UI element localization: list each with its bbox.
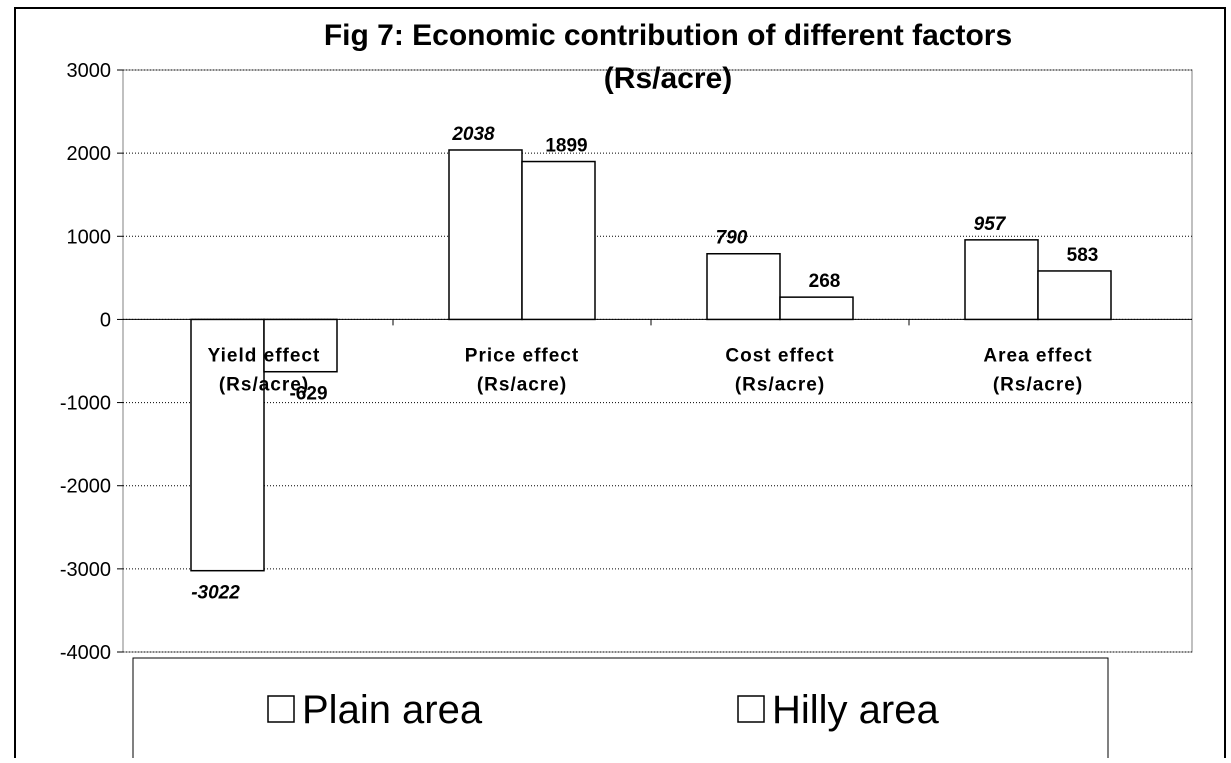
bar (1037, 270, 1112, 321)
y-tick-label: -1000 (60, 393, 111, 415)
bar (964, 239, 1039, 321)
x-tick-label: Cost effect (Rs/acre) (725, 345, 834, 395)
y-tick-label: -2000 (60, 476, 111, 498)
data-label: 2038 (451, 124, 495, 145)
data-label: 1899 (545, 136, 587, 157)
y-tick-label: -4000 (60, 642, 111, 664)
bar (190, 318, 265, 572)
y-tick-label: -3000 (60, 559, 111, 581)
bar (263, 318, 338, 373)
legend-box (132, 657, 1109, 763)
x-tick-label: Yield effect (Rs/acre) (208, 345, 321, 395)
bar (779, 296, 854, 321)
data-label: -3022 (191, 583, 240, 604)
data-label: -629 (289, 384, 327, 405)
legend-label: Plain area (302, 688, 483, 732)
y-tick-label: 3000 (67, 60, 112, 82)
x-tick-label: Price effect (Rs/acre) (465, 345, 579, 395)
bar (706, 252, 781, 321)
y-tick-label: 1000 (67, 226, 112, 248)
legend-swatch (267, 695, 295, 723)
bar (521, 160, 596, 321)
data-label: 957 (974, 214, 1007, 235)
data-label: 790 (716, 228, 748, 249)
chart-title: Fig 7: Economic contribution of differen… (324, 19, 1012, 95)
legend-swatch (737, 695, 765, 723)
legend-label: Hilly area (772, 688, 939, 732)
y-tick-label: 2000 (67, 143, 112, 165)
data-label: 268 (809, 271, 841, 292)
y-tick-label: 0 (100, 309, 111, 331)
x-tick-label: Area effect (Rs/acre) (983, 345, 1092, 395)
bar (448, 149, 523, 321)
data-label: 583 (1067, 245, 1099, 266)
